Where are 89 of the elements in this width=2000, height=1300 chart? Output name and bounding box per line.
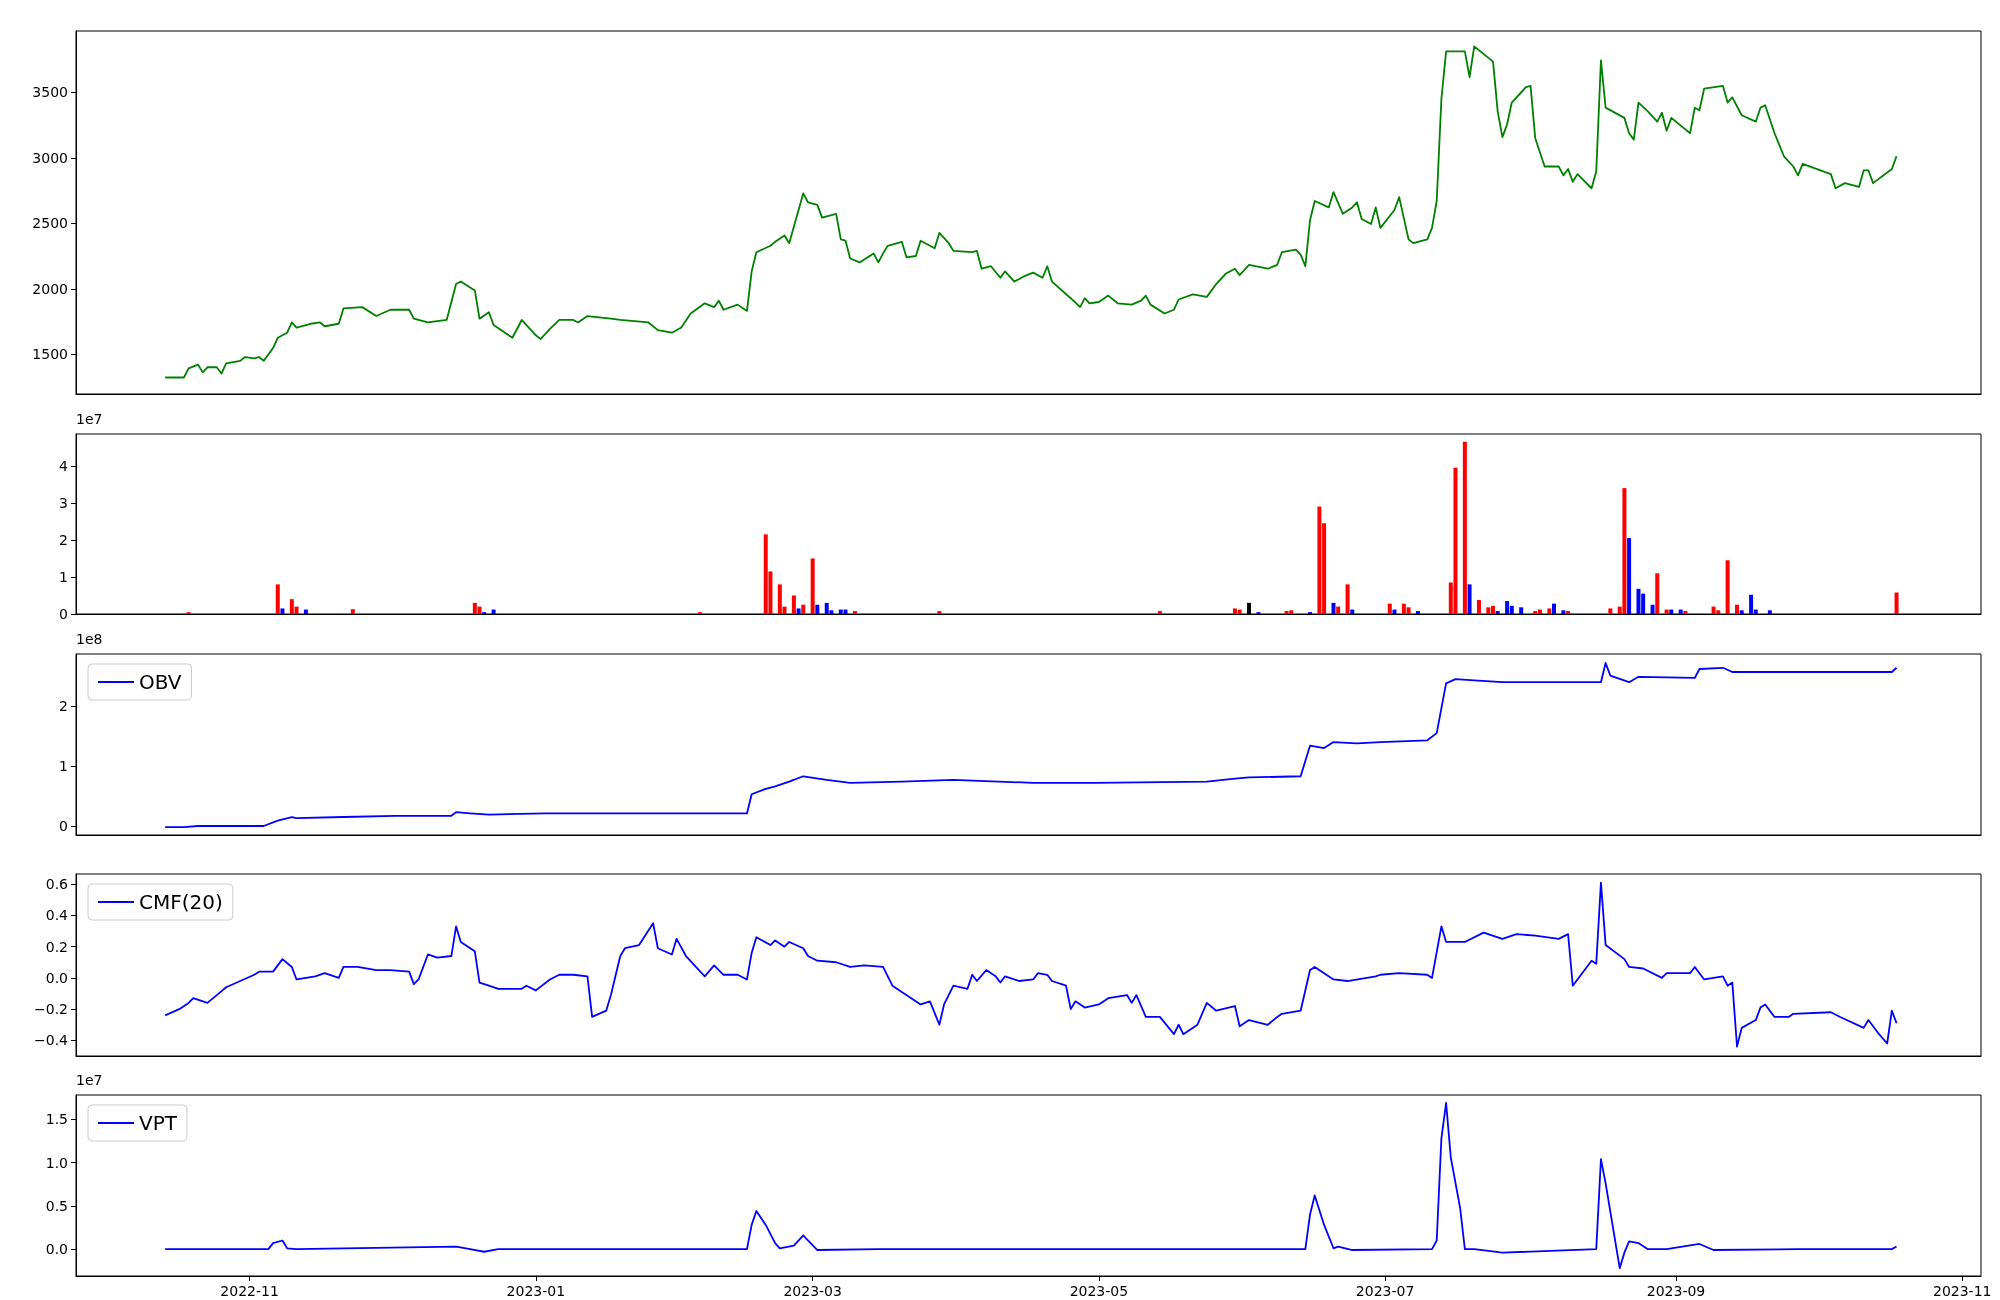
y-tick-label: 1500 bbox=[32, 346, 68, 363]
y-tick-label: 2000 bbox=[32, 280, 68, 297]
bar bbox=[1725, 560, 1730, 614]
bar bbox=[815, 604, 820, 614]
y-tick-label: 0.0 bbox=[45, 969, 68, 986]
y-tick-label: 3 bbox=[59, 494, 68, 511]
bar bbox=[280, 608, 285, 614]
bar bbox=[1317, 506, 1322, 614]
bar bbox=[1467, 584, 1472, 614]
y-tick-label: 3000 bbox=[32, 149, 68, 166]
text: 1e7 bbox=[76, 411, 103, 427]
y-tick-label: 0.2 bbox=[45, 938, 68, 955]
y-tick-label: 3500 bbox=[32, 84, 68, 101]
legend-label: OBV bbox=[139, 670, 182, 694]
bar bbox=[1289, 610, 1294, 614]
bar bbox=[1505, 601, 1510, 614]
bar bbox=[937, 611, 942, 614]
x-tick-label: 2023-01 bbox=[506, 1283, 566, 1299]
y-tick-label: −0.2 bbox=[34, 1001, 68, 1018]
bar bbox=[1486, 607, 1491, 614]
bar bbox=[1509, 605, 1514, 614]
bar bbox=[801, 604, 806, 614]
bar bbox=[1739, 610, 1744, 614]
y-tick-label: 2 bbox=[59, 531, 68, 548]
legend-label: CMF(20) bbox=[139, 890, 223, 914]
bar bbox=[1561, 610, 1566, 614]
bar bbox=[1345, 584, 1350, 614]
y-tick-label: 0.6 bbox=[45, 876, 69, 893]
bar bbox=[791, 595, 796, 614]
x-tick-label: 2023-11 bbox=[1932, 1283, 1992, 1299]
bar bbox=[1406, 607, 1411, 614]
x-tick-label: 2023-07 bbox=[1355, 1283, 1415, 1299]
bar bbox=[1608, 608, 1613, 614]
bar bbox=[1157, 611, 1162, 614]
bar bbox=[350, 609, 355, 614]
y-tick-label: 0.5 bbox=[45, 1197, 68, 1214]
bar bbox=[1655, 573, 1660, 614]
bar bbox=[1476, 599, 1481, 614]
bar bbox=[1519, 607, 1524, 614]
bar bbox=[1547, 608, 1552, 614]
bar bbox=[1552, 603, 1557, 614]
bar bbox=[1331, 602, 1336, 614]
bar bbox=[824, 602, 829, 614]
y-tick-label: 4 bbox=[59, 457, 69, 474]
y-tick-label: 1.5 bbox=[45, 1111, 68, 1128]
y-tick-label: 0.0 bbox=[45, 1241, 68, 1258]
text: 1e8 bbox=[76, 631, 103, 647]
line-series bbox=[164, 45, 1898, 379]
bar bbox=[1415, 611, 1420, 614]
bar bbox=[1650, 604, 1655, 614]
bar bbox=[1627, 538, 1632, 614]
bar bbox=[1622, 488, 1627, 614]
bar bbox=[1767, 610, 1772, 614]
y-tick-label: 0 bbox=[59, 818, 68, 835]
y-tick-label: −0.4 bbox=[34, 1032, 69, 1049]
bar bbox=[796, 608, 801, 614]
bar bbox=[763, 534, 768, 614]
bar bbox=[1453, 467, 1458, 614]
y-tick-label: 0 bbox=[59, 606, 68, 622]
bar bbox=[1636, 588, 1641, 614]
bar bbox=[1735, 604, 1740, 614]
bar bbox=[477, 606, 482, 614]
bar bbox=[1284, 611, 1289, 614]
y-tick-label: 2500 bbox=[32, 215, 68, 232]
bar bbox=[1495, 611, 1500, 614]
bar bbox=[1336, 606, 1341, 614]
bar bbox=[1711, 606, 1716, 614]
bar bbox=[1387, 603, 1392, 614]
bar bbox=[1566, 611, 1571, 614]
x-tick-label: 2023-03 bbox=[783, 1283, 842, 1299]
bar bbox=[1533, 611, 1538, 614]
y-tick-label: 1 bbox=[59, 568, 68, 585]
bar bbox=[1749, 594, 1754, 614]
y-tick-label: 1.0 bbox=[45, 1154, 68, 1171]
bar bbox=[1894, 592, 1899, 614]
x-tick-label: 2023-05 bbox=[1069, 1283, 1129, 1299]
bar bbox=[275, 584, 280, 614]
bar bbox=[852, 611, 857, 614]
y-tick-label: 0.4 bbox=[45, 907, 69, 924]
text: 1e7 bbox=[76, 1072, 103, 1088]
y-tick-label: 2 bbox=[59, 698, 68, 715]
bar bbox=[810, 558, 815, 614]
x-tick-label: 2023-09 bbox=[1646, 1283, 1706, 1299]
bar bbox=[1716, 610, 1721, 614]
x-tick-label: 2022-11 bbox=[220, 1283, 279, 1299]
legend-label: VPT bbox=[139, 1111, 178, 1135]
bar bbox=[1462, 441, 1467, 614]
bar bbox=[1683, 611, 1688, 614]
y-tick-label: 1 bbox=[59, 758, 68, 775]
